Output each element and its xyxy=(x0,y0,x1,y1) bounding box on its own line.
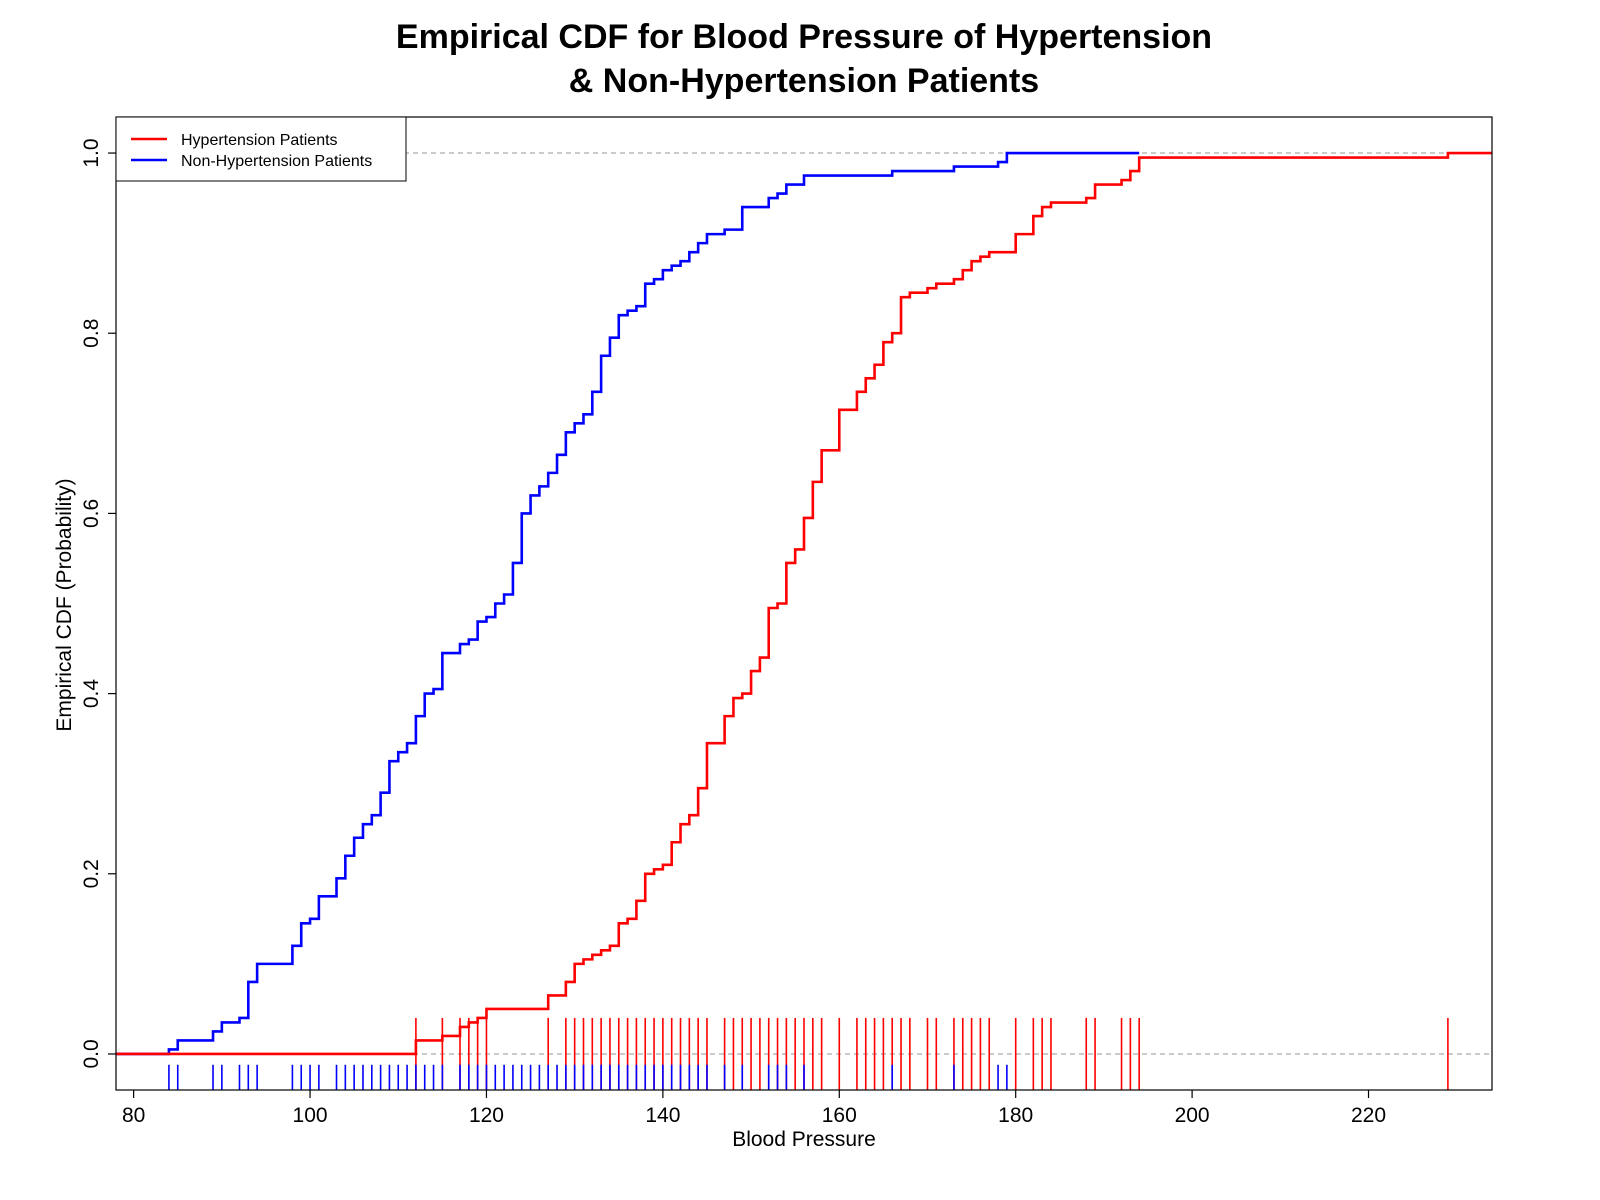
y-axis-label: Empirical CDF (Probability) xyxy=(53,478,76,731)
y-tick-label: 0.2 xyxy=(80,859,103,888)
ecdf-step-line-non-hypertension xyxy=(116,151,1140,1056)
legend-box xyxy=(115,116,407,182)
plot-border xyxy=(115,116,1493,1091)
y-tick-label: 1.0 xyxy=(80,138,103,167)
y-tick-label: 0.4 xyxy=(80,679,103,709)
plot-layer xyxy=(116,151,1492,1090)
x-tick-label: 220 xyxy=(1351,1104,1386,1127)
legend: Hypertension Patients Non-Hypertension P… xyxy=(115,116,407,182)
chart-title-line-2: & Non-Hypertension Patients xyxy=(569,62,1039,100)
chart-title-line-1: Empirical CDF for Blood Pressure of Hype… xyxy=(396,18,1212,56)
x-tick-label: 180 xyxy=(998,1104,1033,1127)
y-axis: 0.0 0.2 0.4 0.6 0.8 1.0 xyxy=(80,138,116,1069)
x-tick-label: 160 xyxy=(822,1104,857,1127)
x-tick-label: 80 xyxy=(122,1104,145,1127)
x-tick-label: 120 xyxy=(469,1104,504,1127)
y-tick-label: 0.8 xyxy=(80,319,103,348)
x-axis: 80 100 120 140 160 180 200 220 xyxy=(122,1090,1386,1127)
x-tick-label: 200 xyxy=(1175,1104,1210,1127)
legend-label-hypertension: Hypertension Patients xyxy=(181,132,338,149)
x-axis-label: Blood Pressure xyxy=(732,1128,876,1151)
x-tick-label: 140 xyxy=(645,1104,680,1127)
ecdf-step-line-hypertension xyxy=(116,151,1492,1056)
y-tick-label: 0.6 xyxy=(80,499,103,528)
y-tick-label: 0.0 xyxy=(80,1039,103,1068)
x-tick-label: 100 xyxy=(293,1104,328,1127)
legend-label-non-hypertension: Non-Hypertension Patients xyxy=(181,153,372,170)
